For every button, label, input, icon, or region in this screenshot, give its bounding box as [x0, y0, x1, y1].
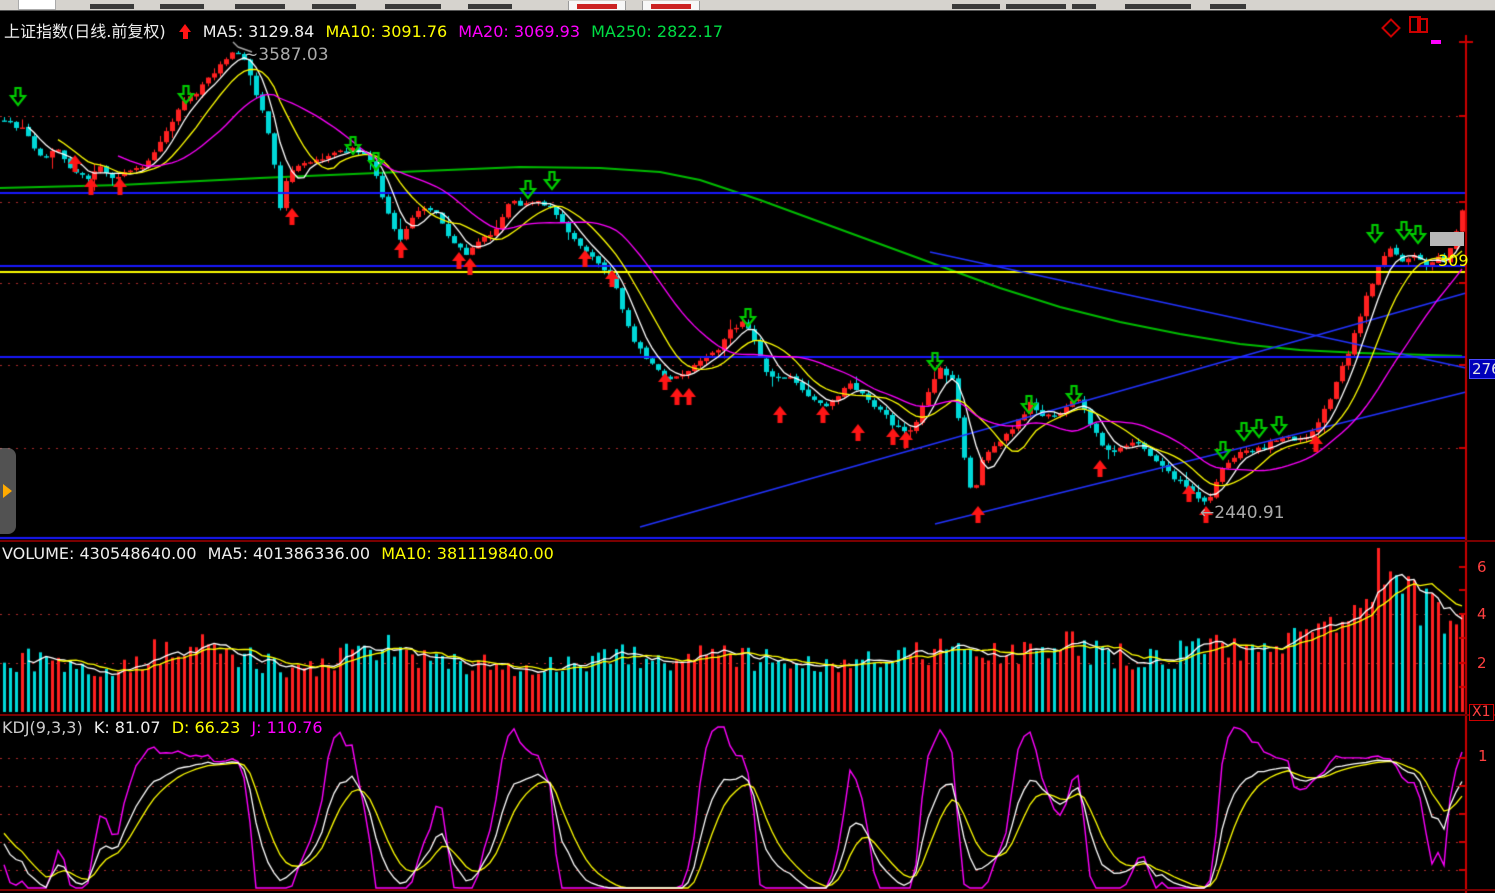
instrument-title: 上证指数(日线.前复权) [4, 22, 166, 41]
menu-item-fragment[interactable] [385, 4, 441, 9]
main-price-chart[interactable] [0, 0, 1495, 542]
ma5-value: MA5: 3129.84 [202, 22, 315, 41]
pane-separator[interactable] [0, 540, 1495, 542]
menu-item-fragment[interactable] [468, 4, 512, 9]
menu-item-fragment[interactable] [1210, 4, 1246, 9]
ma20-value: MA20: 3069.93 [458, 22, 581, 41]
volume-ma5-value: MA5: 401386336.00 [207, 544, 371, 563]
volume-axis-label: 4 [1477, 605, 1487, 623]
kdj-header: KDJ(9,3,3) K: 81.07 D: 66.23 J: 110.76 [2, 718, 329, 737]
kdj-params: KDJ(9,3,3) [2, 718, 83, 737]
menu-button-label-fragment [651, 4, 691, 9]
kdj-chart[interactable] [0, 716, 1495, 893]
menu-item-fragment[interactable] [1072, 4, 1096, 9]
expand-arrow-icon [3, 484, 12, 498]
volume-axis-label: 6 [1477, 558, 1487, 576]
window-restore-icon[interactable] [1409, 16, 1429, 33]
ma10-value: MA10: 3091.76 [325, 22, 448, 41]
ma250-value: MA250: 2822.17 [591, 22, 724, 41]
level-price-box: 276 [1469, 359, 1495, 379]
kdj-k-value: K: 81.07 [93, 718, 161, 737]
price-label: 309 [1438, 251, 1469, 270]
volume-header: VOLUME: 430548640.00 MA5: 401386336.00 M… [2, 544, 560, 563]
menu-item-fragment[interactable] [1125, 4, 1191, 9]
main-chart-header: 上证指数(日线.前复权) MA5: 3129.84 MA10: 3091.76 … [4, 18, 729, 42]
magenta-marker [1431, 40, 1441, 44]
menu-logo-icon[interactable] [18, 0, 56, 10]
menu-button[interactable] [568, 1, 626, 10]
menu-item-fragment[interactable] [952, 4, 1000, 9]
kdj-j-value: J: 110.76 [251, 718, 323, 737]
sidebar-flyout-handle[interactable] [0, 448, 16, 534]
volume-chart[interactable] [0, 542, 1495, 714]
pane-separator[interactable] [0, 714, 1495, 716]
menu-item-fragment[interactable] [90, 4, 134, 9]
menu-item-fragment[interactable] [1006, 4, 1066, 9]
high-price-annotation: ~3587.03 [244, 45, 329, 65]
menu-item-fragment[interactable] [160, 4, 204, 9]
kdj-axis-label: 1 [1478, 747, 1488, 765]
drawing-tool-handle[interactable] [1430, 232, 1464, 246]
menu-bar [0, 0, 1495, 11]
menu-button[interactable] [642, 1, 700, 10]
pane-separator [0, 889, 1495, 891]
volume-ma10-value: MA10: 381119840.00 [381, 544, 554, 563]
low-price-annotation: ←2440.91 [1200, 503, 1285, 523]
menu-item-fragment[interactable] [235, 4, 285, 9]
menu-item-fragment[interactable] [312, 4, 356, 9]
volume-multiplier-box: X1 [1469, 704, 1494, 721]
volume-value: VOLUME: 430548640.00 [2, 544, 197, 563]
volume-axis-label: 2 [1477, 654, 1487, 672]
up-arrow-icon [178, 24, 192, 39]
menu-button-label-fragment [577, 4, 617, 9]
kdj-d-value: D: 66.23 [171, 718, 241, 737]
